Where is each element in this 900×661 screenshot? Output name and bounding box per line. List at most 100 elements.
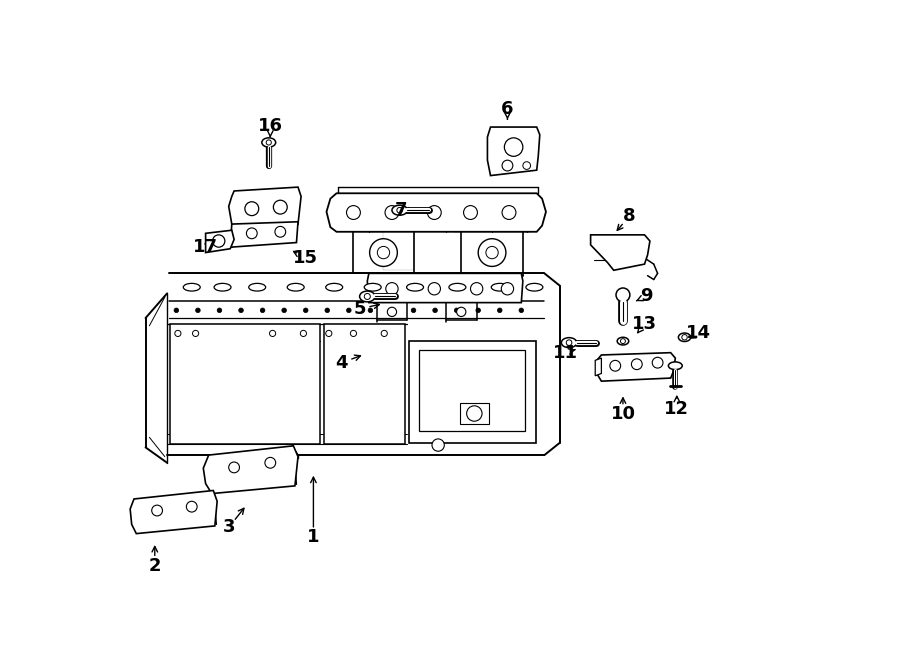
Circle shape <box>266 140 271 145</box>
Circle shape <box>682 334 688 340</box>
Text: 9: 9 <box>640 288 652 305</box>
Circle shape <box>212 235 225 247</box>
Ellipse shape <box>407 284 424 291</box>
Circle shape <box>502 160 513 171</box>
Ellipse shape <box>360 291 375 302</box>
Text: 13: 13 <box>632 315 657 333</box>
Ellipse shape <box>326 284 343 291</box>
Polygon shape <box>229 187 302 232</box>
Text: 8: 8 <box>623 208 635 225</box>
Circle shape <box>385 206 399 219</box>
Ellipse shape <box>262 138 275 147</box>
Circle shape <box>370 239 397 266</box>
Circle shape <box>433 308 437 313</box>
Bar <box>418 350 526 431</box>
Text: 16: 16 <box>257 116 283 135</box>
Circle shape <box>456 307 466 317</box>
Circle shape <box>504 138 523 156</box>
Text: 5: 5 <box>354 300 366 318</box>
Ellipse shape <box>679 333 690 342</box>
Circle shape <box>566 340 572 346</box>
Circle shape <box>350 330 356 336</box>
Text: 11: 11 <box>553 344 578 362</box>
Bar <box>460 403 489 424</box>
Circle shape <box>502 206 516 219</box>
Polygon shape <box>354 232 413 270</box>
Circle shape <box>411 308 416 313</box>
Circle shape <box>282 308 286 313</box>
Circle shape <box>519 308 524 313</box>
Circle shape <box>193 330 199 336</box>
Circle shape <box>428 206 441 219</box>
Circle shape <box>364 293 370 299</box>
Ellipse shape <box>449 284 466 291</box>
Text: 15: 15 <box>293 249 319 267</box>
Bar <box>324 324 405 444</box>
Circle shape <box>386 283 398 295</box>
Circle shape <box>152 505 163 516</box>
Polygon shape <box>367 274 523 303</box>
Circle shape <box>486 247 499 258</box>
Polygon shape <box>327 193 546 232</box>
Text: 1: 1 <box>307 529 320 547</box>
Ellipse shape <box>214 284 231 291</box>
Circle shape <box>466 406 482 421</box>
Circle shape <box>616 288 630 302</box>
Circle shape <box>265 457 275 468</box>
Circle shape <box>326 330 332 336</box>
Circle shape <box>476 308 481 313</box>
Ellipse shape <box>248 284 266 291</box>
Polygon shape <box>205 230 234 253</box>
Ellipse shape <box>562 338 577 348</box>
Circle shape <box>175 330 181 336</box>
Circle shape <box>523 162 531 169</box>
Circle shape <box>325 308 329 313</box>
Text: 10: 10 <box>610 405 635 423</box>
Text: 14: 14 <box>686 325 711 342</box>
Ellipse shape <box>392 205 408 215</box>
Polygon shape <box>130 490 217 533</box>
Circle shape <box>377 247 390 258</box>
Ellipse shape <box>364 284 382 291</box>
Polygon shape <box>230 222 298 247</box>
Ellipse shape <box>617 337 629 345</box>
Circle shape <box>471 283 482 295</box>
Text: 7: 7 <box>395 201 408 219</box>
Circle shape <box>247 228 257 239</box>
Circle shape <box>186 501 197 512</box>
Text: 3: 3 <box>222 518 235 537</box>
Circle shape <box>238 308 243 313</box>
Circle shape <box>245 202 258 215</box>
Circle shape <box>229 462 239 473</box>
Circle shape <box>432 439 445 451</box>
Polygon shape <box>595 358 601 375</box>
Circle shape <box>652 358 663 368</box>
Circle shape <box>303 308 308 313</box>
Circle shape <box>346 308 351 313</box>
Ellipse shape <box>669 362 682 369</box>
Circle shape <box>269 330 275 336</box>
Circle shape <box>346 206 360 219</box>
Circle shape <box>478 239 506 266</box>
Circle shape <box>195 308 200 313</box>
Circle shape <box>498 308 502 313</box>
Polygon shape <box>203 446 298 494</box>
Circle shape <box>274 226 285 237</box>
Circle shape <box>501 283 514 295</box>
Text: 12: 12 <box>664 400 689 418</box>
Polygon shape <box>590 235 650 270</box>
Circle shape <box>390 308 394 313</box>
Circle shape <box>217 308 221 313</box>
Ellipse shape <box>184 284 200 291</box>
Text: 4: 4 <box>336 354 348 371</box>
Bar <box>409 341 536 443</box>
Text: 6: 6 <box>501 100 514 118</box>
Circle shape <box>397 208 402 213</box>
Bar <box>170 324 320 444</box>
Circle shape <box>260 308 265 313</box>
Ellipse shape <box>526 284 543 291</box>
Circle shape <box>454 308 459 313</box>
Circle shape <box>382 330 387 336</box>
Circle shape <box>632 359 643 369</box>
Text: 17: 17 <box>194 238 218 256</box>
